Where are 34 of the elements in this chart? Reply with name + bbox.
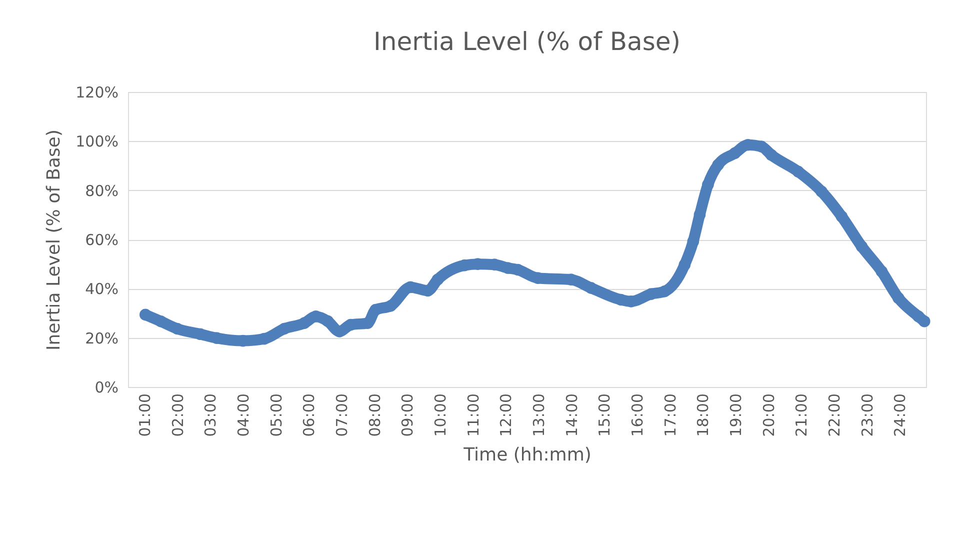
x-tick-label: 19:00 [727, 394, 746, 437]
x-tick-label: 11:00 [464, 394, 482, 437]
x-tick-label: 20:00 [760, 394, 778, 437]
y-tick-label: 100% [76, 132, 118, 151]
x-tick-label: 13:00 [530, 394, 548, 437]
x-tick-label: 03:00 [202, 394, 220, 437]
y-tick-label: 20% [85, 329, 118, 348]
x-tick-label: 14:00 [562, 394, 581, 437]
y-tick-label: 0% [94, 378, 118, 396]
x-tick-label: 10:00 [431, 394, 450, 437]
x-tick-label: 04:00 [234, 394, 252, 437]
x-tick-label: 24:00 [891, 394, 910, 437]
x-tick-label: 05:00 [267, 394, 286, 437]
x-tick-label: 01:00 [136, 394, 154, 437]
y-tick-label: 60% [85, 231, 118, 249]
x-tick-label: 22:00 [826, 394, 844, 437]
x-axis-title: Time (hh:mm) [462, 444, 592, 466]
x-tick-label: 02:00 [168, 394, 187, 437]
y-tick-label: 80% [85, 182, 118, 200]
x-tick-label: 07:00 [332, 394, 351, 437]
x-tick-label: 16:00 [628, 394, 647, 437]
x-tick-label: 23:00 [858, 394, 876, 437]
x-tick-label: 17:00 [661, 394, 680, 437]
x-tick-label: 09:00 [398, 394, 417, 437]
x-tick-label: 12:00 [497, 394, 516, 437]
y-tick-label: 120% [76, 84, 118, 102]
chart-title: Inertia Level (% of Base) [374, 27, 680, 56]
x-tick-label: 06:00 [300, 394, 318, 437]
x-tick-label: 21:00 [792, 394, 811, 437]
x-tick-label: 08:00 [366, 394, 384, 437]
y-tick-label: 40% [85, 280, 118, 298]
x-tick-label: 15:00 [596, 394, 614, 437]
y-axis-title: Inertia Level (% of Base) [44, 129, 65, 351]
x-tick-label: 18:00 [694, 394, 712, 437]
